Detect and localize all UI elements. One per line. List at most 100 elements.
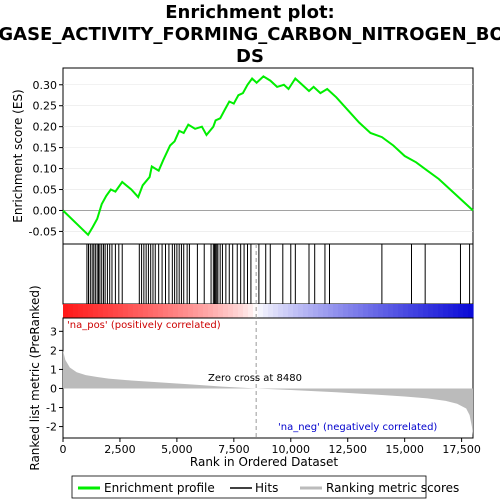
colorbar-segment [443,304,449,318]
colorbar-segment [428,304,434,318]
metric-tick-label: -2 [46,421,57,434]
colorbar-segment [173,304,179,318]
colorbar-segment [413,304,419,318]
colorbar-segment [188,304,194,318]
colorbar-segment [113,304,119,318]
colorbar-segment [108,304,114,318]
colorbar-segment [243,304,249,318]
colorbar-segment [118,304,124,318]
zero-cross-label: Zero cross at 8480 [208,373,302,384]
enrichment-profile-line [62,75,474,237]
colorbar-segment [438,304,444,318]
metric-tick-label: 1 [50,363,57,376]
colorbar-segment [463,304,469,318]
ranking-colorbar [63,304,474,318]
colorbar-segment [138,304,144,318]
colorbar-segment [408,304,414,318]
colorbar-segment [338,304,344,318]
colorbar-segment [368,304,374,318]
colorbar-segment [358,304,364,318]
es-axis-label: Enrichment score (ES) [11,89,25,222]
x-axis-label: Rank in Ordered Dataset [190,455,338,469]
colorbar-segment [333,304,339,318]
legend-box [71,475,427,499]
x-tick-label: 12,500 [328,443,367,456]
es-tick-label: 0.20 [33,121,58,134]
colorbar-segment [278,304,284,318]
x-tick-label: 17,500 [442,443,481,456]
colorbar-segment [223,304,229,318]
colorbar-segment [313,304,319,318]
hit-markers [86,244,471,304]
colorbar-segment [198,304,204,318]
metric-tick-label: 2 [50,344,57,357]
colorbar-segment [263,304,269,318]
colorbar-segment [283,304,289,318]
colorbar-segment [153,304,159,318]
es-tick-label: -0.05 [29,225,57,238]
colorbar-segment [393,304,399,318]
es-tick-label: 0.25 [33,100,58,113]
colorbar-segment [418,304,424,318]
colorbar-segment [143,304,149,318]
colorbar-segment [63,304,69,318]
colorbar-segment [353,304,359,318]
colorbar-segment [288,304,294,318]
colorbar-segment [148,304,154,318]
colorbar-segment [233,304,239,318]
colorbar-segment [348,304,354,318]
metric-tick-label: 0 [50,382,57,395]
colorbar-segment [73,304,79,318]
colorbar-segment [178,304,184,318]
colorbar-segment [208,304,214,318]
colorbar-segment [453,304,459,318]
colorbar-segment [228,304,234,318]
legend-es-label: Enrichment profile [104,481,215,495]
colorbar-segment [298,304,304,318]
colorbar-segment [383,304,389,318]
positive-correlation-label: 'na_pos' (positively correlated) [67,320,221,331]
legend: Enrichment profile Hits Ranking metric s… [71,475,459,499]
colorbar-segment [163,304,169,318]
es-tick-label: 0.30 [33,79,58,92]
colorbar-segment [83,304,89,318]
x-tick-label: 5,000 [161,443,193,456]
colorbar-segment [273,304,279,318]
colorbar-segment [378,304,384,318]
colorbar-segment [318,304,324,318]
es-tick-label: 0.15 [33,142,58,155]
colorbar-segment [373,304,379,318]
colorbar-segment [388,304,394,318]
colorbar-segment [248,304,254,318]
title-line-2: LIGASE_ACTIVITY_FORMING_CARBON_NITROGEN_… [0,24,500,45]
x-tick-label: 15,000 [385,443,424,456]
colorbar-segment [303,304,309,318]
colorbar-segment [203,304,209,318]
colorbar-segment [308,304,314,318]
metric-axis-label: Ranked list metric (PreRanked) [28,285,42,470]
colorbar-segment [128,304,134,318]
legend-metric-label: Ranking metric scores [326,481,459,495]
colorbar-segment [258,304,264,318]
colorbar-segment [133,304,139,318]
colorbar-segment [293,304,299,318]
colorbar-segment [328,304,334,318]
legend-hits-label: Hits [255,481,278,495]
metric-tick-label: -1 [46,402,57,415]
es-tick-label: 0.10 [33,163,58,176]
colorbar-segment [423,304,429,318]
title-line-1: Enrichment plot: [165,2,335,23]
colorbar-segment [363,304,369,318]
colorbar-segment [103,304,109,318]
es-tick-label: 0.05 [33,184,58,197]
colorbar-segment [68,304,74,318]
colorbar-segment [158,304,164,318]
colorbar-segment [78,304,84,318]
negative-correlation-label: 'na_neg' (negatively correlated) [278,422,437,433]
colorbar-segment [193,304,199,318]
colorbar-segment [343,304,349,318]
colorbar-segment [123,304,129,318]
es-panel [62,67,474,245]
colorbar-segment [213,304,219,318]
